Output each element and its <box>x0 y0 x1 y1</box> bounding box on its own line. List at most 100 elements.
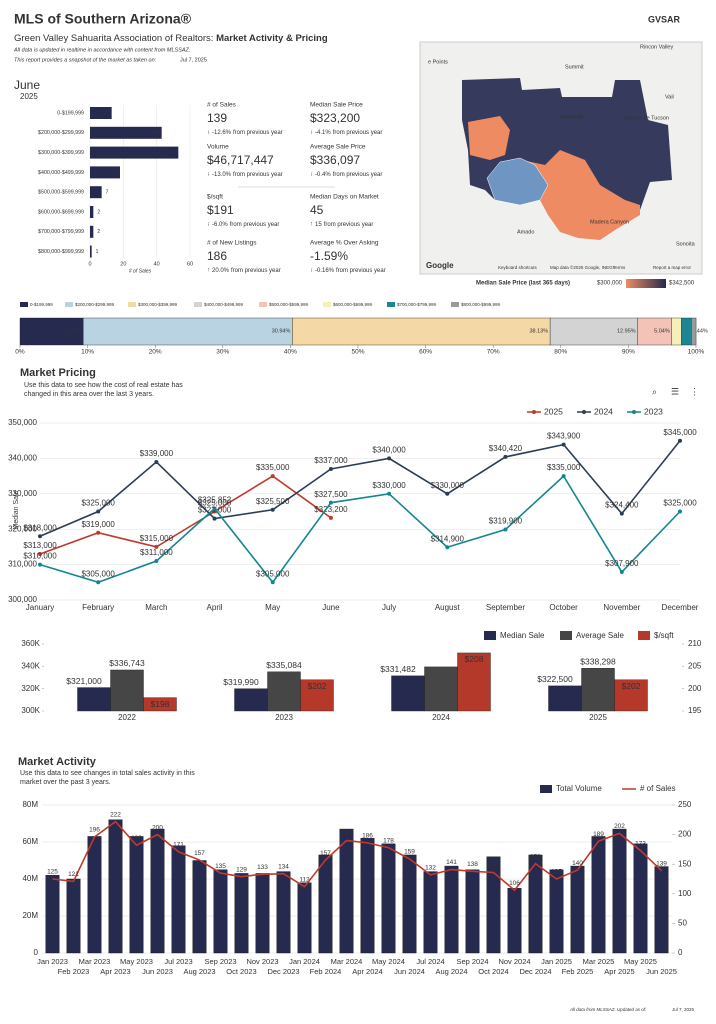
bar <box>90 126 162 139</box>
bar-label: $331,482 <box>380 664 416 674</box>
bar <box>339 828 354 954</box>
map-legend-min: $300,000 <box>597 281 623 287</box>
y-tick-label: 300K <box>21 706 40 715</box>
y-tick-label: 310,000 <box>8 560 37 569</box>
bar <box>549 869 564 954</box>
bar <box>255 873 270 954</box>
x-tick-label: Jan 2023 <box>37 957 68 966</box>
map-place: Madera Canyon <box>590 219 629 225</box>
change-note: from previous year <box>230 222 280 228</box>
snapshot: This report provides a snapshot of the m… <box>14 57 157 63</box>
x-tick-label: Feb 2023 <box>58 967 90 976</box>
point-label: $305,000 <box>81 569 115 578</box>
change-note: from previous year <box>333 172 383 178</box>
legend-dot <box>632 410 636 414</box>
point-label: $323,000 <box>198 506 232 515</box>
stat-value: $46,717,447 <box>207 153 274 167</box>
legend-label: Average Sale <box>576 631 624 640</box>
more-icon[interactable]: ⋮ <box>690 386 699 396</box>
bar-label: $338,298 <box>580 656 616 666</box>
point-label: 182 <box>131 835 142 842</box>
segment-label: 9.35% <box>66 328 82 334</box>
legend-swatch <box>540 785 552 793</box>
x-tick-label: Nov 2023 <box>246 957 278 966</box>
bar <box>360 838 375 954</box>
bar <box>528 854 543 954</box>
point-label: $318,000 <box>23 523 57 532</box>
point-label: 138 <box>467 861 478 868</box>
subtitle-bold: Market Activity & Pricing <box>216 33 328 44</box>
x-tick-label: Sep 2023 <box>204 957 236 966</box>
x-tick-label: Jul 2024 <box>416 957 444 966</box>
zoom-icon[interactable]: ⌕ <box>652 386 657 396</box>
bar <box>465 869 480 954</box>
filter-icon[interactable]: ☰ <box>671 386 679 396</box>
pricing-subtitle: Use this data to see how the cost of rea… <box>24 382 183 398</box>
bar-label: $335,084 <box>266 660 302 670</box>
point-label: 202 <box>614 823 625 830</box>
y-tick-label: 0 <box>34 948 39 957</box>
category-label: $400,000-$499,999 <box>38 170 84 176</box>
x-tick-label: Aug 2023 <box>183 967 215 976</box>
x-tick-label: Mar 2023 <box>79 957 111 966</box>
series-line <box>39 440 681 538</box>
bar <box>297 882 312 954</box>
category-label: 0-$199,999 <box>57 110 84 116</box>
bar <box>143 697 177 712</box>
x-tick-label: 60 <box>187 261 193 267</box>
y2-tick-label: 205 <box>688 661 702 670</box>
y-tick-label: 60M <box>22 837 38 846</box>
legend-label: 2025 <box>544 406 563 416</box>
bar-label: 13 <box>104 110 110 116</box>
footer-note: All data from MLSSAZ. Updated as of: <box>569 1007 647 1012</box>
map-attribution: Keyboard shortcuts <box>498 265 538 270</box>
bar <box>318 854 333 954</box>
y2-tick-label: 195 <box>688 706 702 715</box>
point-label: 133 <box>257 864 268 871</box>
point-label: 151 <box>530 853 541 860</box>
point-label: $325,500 <box>256 497 290 506</box>
bar <box>192 860 207 954</box>
change-value: -0.4% <box>315 172 331 178</box>
series-line <box>39 474 681 584</box>
point-label: $315,000 <box>140 534 174 543</box>
y-axis-label: Median Sale <box>13 490 20 529</box>
point-label: 135 <box>215 863 226 870</box>
legend-swatch <box>451 302 459 307</box>
change-note: from previous year <box>324 222 374 228</box>
x-tick-label: Nov 2024 <box>498 957 530 966</box>
point-label: 196 <box>89 827 100 834</box>
bar <box>150 828 165 954</box>
bar <box>129 836 144 954</box>
category-label: $500,000-$599,999 <box>38 190 84 196</box>
map-place: Rincon Valley <box>640 44 673 50</box>
section-title: Market Pricing <box>20 367 96 379</box>
point-label: $343,900 <box>547 432 581 441</box>
change-note: from previous year <box>336 268 386 274</box>
point-label: $324,400 <box>605 501 639 510</box>
point-label: 222 <box>110 811 121 818</box>
x-tick-label: Apr 2024 <box>352 967 382 976</box>
legend-label: $/sqft <box>654 631 674 640</box>
x-tick-label: Oct 2024 <box>478 967 508 976</box>
point-label: $325,000 <box>198 499 232 508</box>
stat-arrow: ↓ <box>207 172 210 178</box>
title: MLS of Southern Arizona® <box>14 11 192 27</box>
bar-label: 18 <box>112 170 118 176</box>
bar-label: 1 <box>96 249 99 255</box>
x-tick-label: Apr 2023 <box>100 967 130 976</box>
point-label: 157 <box>194 850 205 857</box>
bar <box>90 186 102 199</box>
point-label: 112 <box>299 876 310 883</box>
bar <box>424 666 458 712</box>
x-tick-label: 40 <box>154 261 160 267</box>
change-note: from previous year <box>233 172 283 178</box>
y-tick-label: 330,000 <box>8 489 37 498</box>
point-label: 190 <box>341 830 352 837</box>
bar <box>234 688 268 712</box>
bar <box>90 146 179 159</box>
x-tick-label: Mar 2024 <box>331 957 363 966</box>
bar <box>171 845 186 954</box>
point-label: 159 <box>404 849 415 856</box>
